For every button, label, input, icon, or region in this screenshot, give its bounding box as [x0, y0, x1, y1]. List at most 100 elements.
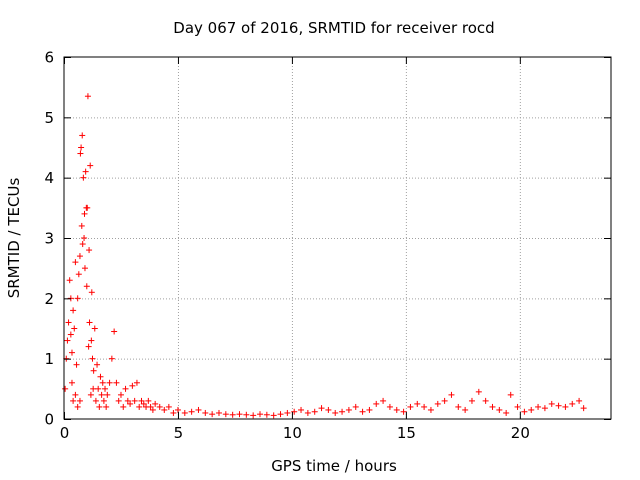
chart-title: Day 067 of 2016, SRMTID for receiver roc… — [173, 19, 494, 37]
data-point — [580, 405, 587, 412]
data-point — [88, 289, 95, 296]
data-point — [131, 397, 138, 404]
data-point — [149, 406, 156, 413]
data-point — [209, 411, 216, 418]
data-point — [113, 379, 120, 386]
data-point — [99, 379, 106, 386]
data-point — [455, 403, 462, 410]
x-tick-label: 10 — [283, 424, 302, 442]
y-tick-label: 5 — [44, 109, 54, 127]
data-point — [120, 403, 127, 410]
data-point — [161, 406, 168, 413]
data-point — [81, 265, 88, 272]
axes: 0 5 10 15 20 0 1 2 3 4 5 6 — [44, 49, 611, 442]
data-point — [147, 403, 154, 410]
data-point — [503, 409, 510, 416]
data-point — [95, 385, 102, 392]
data-point — [569, 400, 576, 407]
data-point — [124, 397, 131, 404]
data-point — [243, 411, 250, 418]
data-point — [86, 319, 93, 326]
data-point — [104, 391, 111, 398]
data-point — [373, 400, 380, 407]
data-point — [96, 403, 103, 410]
data-point — [68, 379, 75, 386]
data-point — [82, 168, 89, 175]
data-point — [94, 361, 101, 368]
data-point — [145, 397, 152, 404]
data-point — [83, 283, 90, 290]
data-point — [68, 349, 75, 356]
y-tick-label: 1 — [44, 350, 54, 368]
x-tick-label: 0 — [60, 424, 70, 442]
data-point — [311, 408, 318, 415]
data-point — [562, 403, 569, 410]
data-point — [215, 409, 222, 416]
data-point — [541, 405, 548, 412]
data-point — [291, 408, 298, 415]
data-point — [78, 222, 85, 229]
data-point — [91, 325, 98, 332]
data-point — [427, 406, 434, 413]
data-point — [263, 411, 270, 418]
data-point — [70, 307, 77, 314]
data-point — [100, 397, 107, 404]
data-point — [345, 406, 352, 413]
data-point — [140, 400, 147, 407]
data-point — [66, 277, 73, 284]
data-point — [236, 411, 243, 418]
data-point — [72, 391, 79, 398]
data-point — [72, 259, 79, 266]
data-point — [79, 241, 86, 248]
data-point — [257, 411, 264, 418]
data-point — [138, 397, 145, 404]
data-point — [98, 391, 105, 398]
y-tick-label: 0 — [44, 411, 54, 429]
data-point — [229, 411, 236, 418]
data-point — [496, 406, 503, 413]
data-point — [170, 409, 177, 416]
data-point — [514, 403, 521, 410]
y-axis-label: SRMTID / TECUs — [5, 178, 23, 299]
data-point — [475, 388, 482, 395]
data-point — [90, 385, 97, 392]
data-point — [97, 373, 104, 380]
data-point — [407, 403, 414, 410]
data-point — [332, 409, 339, 416]
data-point — [81, 210, 88, 217]
data-point — [84, 204, 91, 211]
data-point — [195, 406, 202, 413]
data-point — [111, 328, 118, 335]
data-point — [202, 409, 209, 416]
data-point — [129, 382, 136, 389]
data-point — [222, 411, 229, 418]
data-point — [528, 406, 535, 413]
data-point — [85, 343, 92, 350]
data-point — [462, 406, 469, 413]
data-point — [87, 391, 94, 398]
data-point — [304, 409, 311, 416]
data-point — [76, 253, 83, 260]
data-point — [284, 409, 291, 416]
data-point — [400, 408, 407, 415]
data-point — [70, 397, 77, 404]
data-point — [339, 408, 346, 415]
x-tick-label: 20 — [511, 424, 530, 442]
data-point — [325, 406, 332, 413]
data-point — [87, 162, 94, 169]
data-point — [489, 403, 496, 410]
data-point — [81, 235, 88, 241]
x-axis-label: GPS time / hours — [271, 457, 397, 475]
data-point — [108, 355, 115, 362]
data-point — [434, 400, 441, 407]
data-point — [84, 93, 91, 100]
data-point — [88, 337, 95, 344]
data-point — [86, 247, 93, 254]
y-tick-label: 2 — [44, 290, 54, 308]
grid — [64, 57, 611, 419]
data-point — [250, 412, 257, 419]
data-point — [548, 400, 555, 407]
data-point — [152, 400, 159, 407]
data-point — [482, 397, 489, 404]
